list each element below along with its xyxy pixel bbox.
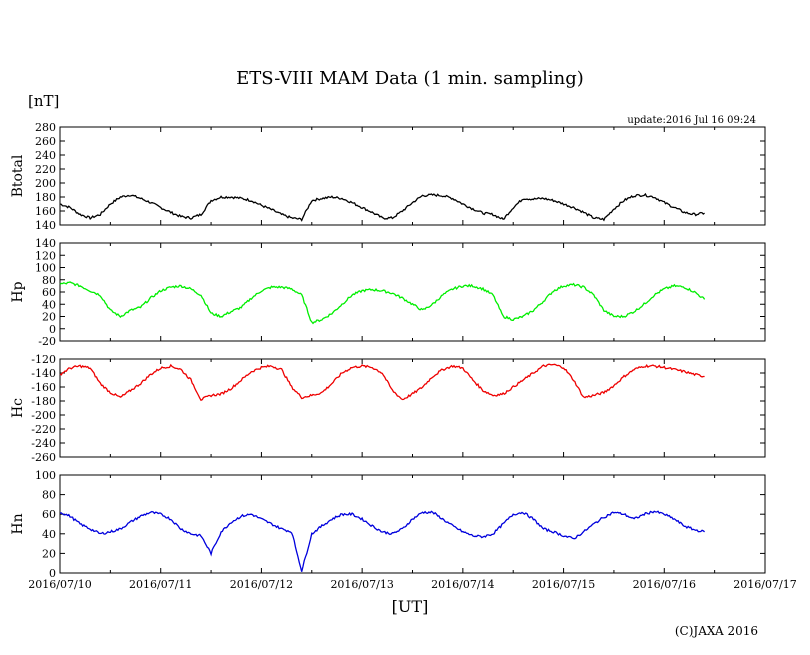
- y-tick-label: -140: [31, 367, 56, 380]
- y-tick-label: 260: [35, 135, 56, 148]
- y-tick-label: 0: [49, 323, 56, 336]
- y-tick-label: 280: [35, 121, 56, 134]
- y-tick-label: -200: [31, 409, 56, 422]
- y-tick-label: 20: [42, 311, 56, 324]
- unit-label: [nT]: [28, 92, 59, 110]
- y-tick-label: -20: [38, 335, 56, 348]
- y-tick-label: 100: [35, 262, 56, 275]
- y-tick-label: 200: [35, 177, 56, 190]
- x-tick-label: 2016/07/10: [28, 578, 91, 591]
- y-axis-label-btotal: Btotal: [10, 154, 26, 197]
- series-line-btotal: [59, 192, 705, 222]
- y-axis-label-hp: Hp: [10, 281, 26, 302]
- x-tick-label: 2016/07/16: [633, 578, 696, 591]
- x-axis-label: [UT]: [392, 597, 429, 616]
- y-tick-label: 100: [35, 469, 56, 482]
- x-tick-label: 2016/07/15: [532, 578, 595, 591]
- y-axis-label-hc: Hc: [10, 398, 26, 418]
- y-tick-label: 80: [42, 489, 56, 502]
- y-tick-label: 180: [35, 191, 56, 204]
- x-tick-label: 2016/07/17: [733, 578, 796, 591]
- y-tick-label: 220: [35, 163, 56, 176]
- series-line-hn: [59, 510, 705, 572]
- panel-frame-hc: [59, 358, 766, 458]
- panel-frame-hn: [59, 474, 766, 574]
- x-tick-label: 2016/07/13: [330, 578, 393, 591]
- y-tick-label: -240: [31, 437, 56, 450]
- y-tick-label: 40: [42, 528, 56, 541]
- y-tick-label: 40: [42, 298, 56, 311]
- update-time: update:2016 Jul 16 09:24: [627, 115, 756, 126]
- y-tick-label: 80: [42, 274, 56, 287]
- y-axis-label-hn: Hn: [10, 513, 26, 534]
- x-tick-label: 2016/07/12: [230, 578, 293, 591]
- y-tick-label: 140: [35, 237, 56, 250]
- y-tick-label: 20: [42, 547, 56, 560]
- series-line-hc: [59, 363, 705, 402]
- y-tick-label: -180: [31, 395, 56, 408]
- y-tick-label: -120: [31, 353, 56, 366]
- y-tick-label: 240: [35, 149, 56, 162]
- y-tick-label: 60: [42, 286, 56, 299]
- y-tick-label: 120: [35, 249, 56, 262]
- x-tick-label: 2016/07/14: [431, 578, 494, 591]
- y-tick-label: 0: [49, 567, 56, 580]
- y-tick-label: -160: [31, 381, 56, 394]
- copyright: (C)JAXA 2016: [675, 624, 758, 638]
- chart-title: ETS-VIII MAM Data (1 min. sampling): [236, 68, 584, 89]
- y-tick-label: 60: [42, 508, 56, 521]
- y-tick-label: 140: [35, 219, 56, 232]
- y-tick-label: -260: [31, 451, 56, 464]
- y-tick-label: 160: [35, 205, 56, 218]
- series-line-hp: [59, 281, 706, 325]
- x-tick-label: 2016/07/11: [129, 578, 192, 591]
- y-tick-label: -220: [31, 423, 56, 436]
